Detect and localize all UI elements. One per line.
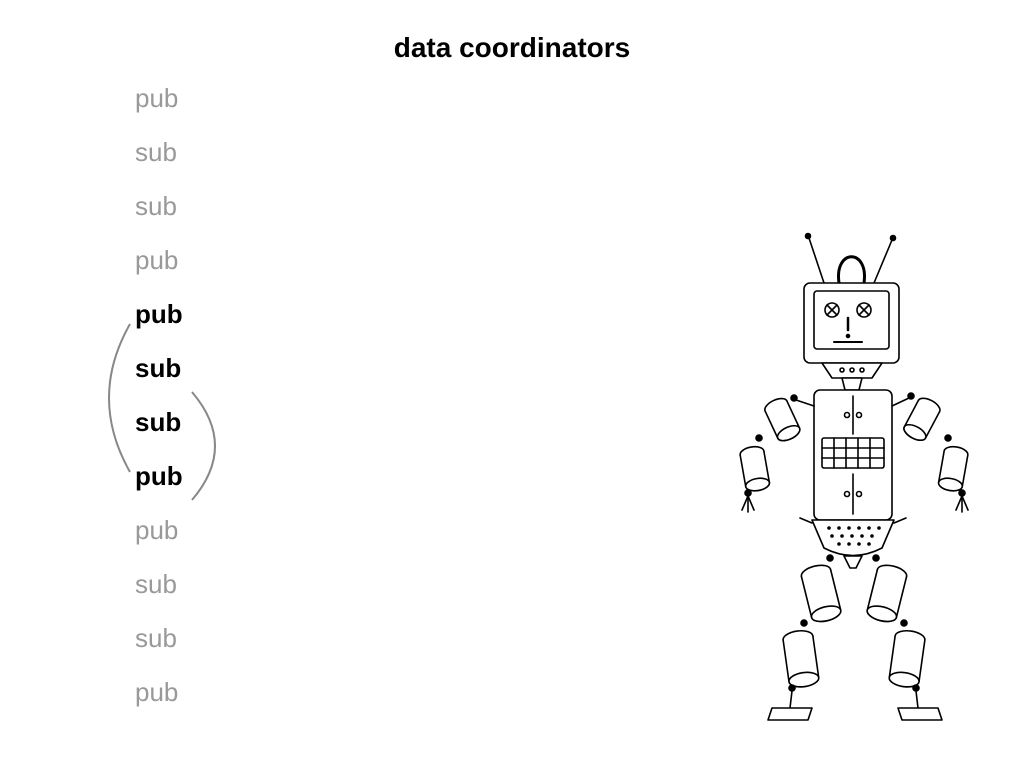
- robot-illustration: [704, 228, 1004, 748]
- list-item: sub: [135, 571, 183, 597]
- list-item: sub: [135, 193, 183, 219]
- list-item: sub: [135, 139, 183, 165]
- list-item: sub: [135, 355, 183, 381]
- left-arc: [109, 324, 130, 472]
- list-item: pub: [135, 679, 183, 705]
- list-item: pub: [135, 85, 183, 111]
- right-arc: [192, 392, 215, 500]
- list-item: pub: [135, 247, 183, 273]
- page-title: data coordinators: [0, 32, 1024, 64]
- pubsub-list: pub sub sub pub pub sub sub pub pub sub …: [135, 85, 183, 733]
- list-item: sub: [135, 625, 183, 651]
- list-item: pub: [135, 517, 183, 543]
- list-item: pub: [135, 301, 183, 327]
- list-item: pub: [135, 463, 183, 489]
- list-item: sub: [135, 409, 183, 435]
